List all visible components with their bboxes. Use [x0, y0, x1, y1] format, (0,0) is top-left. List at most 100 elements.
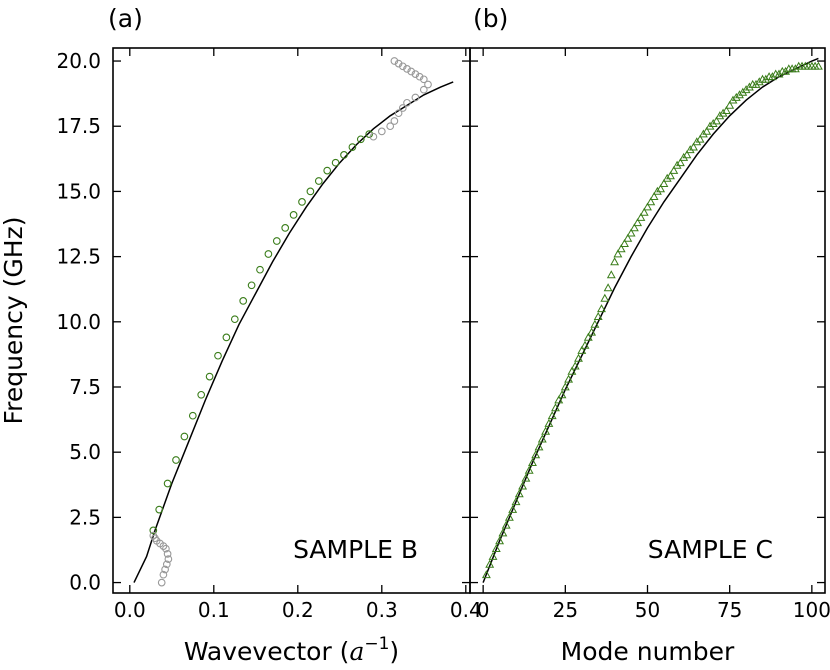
fit-line	[133, 81, 454, 583]
y-axis-label: Frequency (GHz)	[0, 217, 28, 425]
data-point	[298, 198, 306, 206]
outlier-point	[157, 578, 166, 587]
data-point	[488, 551, 498, 560]
data-point	[610, 257, 620, 266]
x-tick-label: 0.1	[198, 598, 230, 622]
data-point	[744, 82, 754, 91]
data-point	[247, 281, 256, 290]
data-point	[511, 497, 521, 506]
x-tick-label: 100	[793, 598, 830, 622]
outlier-point	[164, 555, 173, 563]
data-point	[633, 218, 643, 227]
data-point	[537, 434, 547, 443]
plot-area-b	[481, 57, 823, 583]
data-point	[149, 526, 158, 535]
data-point	[606, 270, 616, 279]
data-point	[518, 481, 528, 490]
data-point	[620, 238, 629, 247]
data-point	[692, 137, 702, 146]
data-point	[534, 442, 544, 451]
x-tick-label: 0.0	[114, 598, 146, 622]
data-point	[649, 191, 659, 200]
data-point	[616, 244, 626, 253]
x-tick-label: 0.4	[450, 598, 482, 622]
data-point	[314, 177, 323, 185]
data-point	[656, 184, 666, 193]
data-point	[180, 432, 189, 441]
y-tick-label: 0.0	[69, 571, 101, 595]
outlier-point	[161, 565, 169, 574]
data-point	[593, 311, 603, 320]
outlier-point	[411, 70, 420, 78]
data-point	[567, 366, 577, 375]
data-point	[597, 304, 606, 313]
x-axis-label-sup: −1	[364, 634, 389, 654]
outlier-point	[163, 550, 172, 558]
outlier-point	[162, 544, 170, 553]
data-point	[751, 79, 761, 88]
data-point	[754, 77, 764, 86]
data-point	[205, 372, 214, 381]
x-axis-label-close: )	[389, 637, 399, 666]
outlier-point	[398, 104, 407, 112]
data-point	[557, 390, 567, 399]
data-point	[639, 207, 649, 216]
data-point	[721, 105, 731, 114]
x-tick-label: 0	[477, 598, 490, 622]
data-point	[708, 118, 718, 127]
data-point	[623, 233, 633, 242]
outlier-point	[377, 127, 386, 136]
data-point	[600, 293, 610, 302]
data-point	[495, 536, 505, 545]
data-point	[590, 319, 600, 328]
outlier-point	[390, 57, 399, 65]
data-point	[564, 374, 574, 383]
data-point	[281, 224, 290, 232]
data-point	[613, 249, 623, 258]
panel-label: (b)	[473, 4, 508, 33]
data-point	[705, 121, 715, 130]
outlier-point	[419, 75, 428, 84]
data-point	[643, 202, 652, 211]
data-point	[544, 418, 554, 427]
sample-label: SAMPLE B	[293, 535, 418, 564]
y-tick-label: 12.5	[56, 245, 101, 269]
data-point	[603, 283, 613, 292]
data-point	[491, 544, 501, 552]
data-point	[498, 528, 508, 537]
data-point	[774, 69, 784, 78]
y-tick-label: 15.0	[56, 179, 101, 203]
x-axis-label: Wavevector (a−1)	[184, 634, 399, 666]
panel-label: (a)	[108, 4, 143, 33]
outlier-point	[390, 117, 399, 125]
x-tick-label: 0.2	[282, 598, 314, 622]
data-point	[698, 129, 708, 138]
data-point	[712, 116, 721, 125]
data-point	[659, 178, 669, 187]
data-point	[718, 108, 728, 117]
data-point	[155, 505, 164, 514]
data-point	[725, 100, 735, 109]
data-point	[272, 237, 281, 245]
data-point	[197, 390, 206, 399]
x-axis-label: Mode number	[561, 637, 735, 666]
data-point	[256, 265, 264, 274]
data-point	[365, 130, 374, 138]
data-point	[521, 473, 531, 482]
data-point	[715, 111, 725, 120]
data-point	[790, 64, 800, 73]
data-point	[172, 456, 180, 464]
y-tick-label: 10.0	[56, 310, 101, 334]
outlier-point	[162, 560, 171, 569]
y-tick-label: 5.0	[69, 440, 101, 464]
data-point	[541, 426, 551, 435]
data-point	[689, 142, 698, 151]
data-point	[188, 411, 197, 420]
data-point	[669, 165, 679, 174]
outlier-point	[369, 132, 378, 141]
data-point	[163, 479, 172, 488]
data-point	[577, 345, 587, 354]
data-point	[528, 457, 537, 466]
data-point	[646, 197, 656, 206]
